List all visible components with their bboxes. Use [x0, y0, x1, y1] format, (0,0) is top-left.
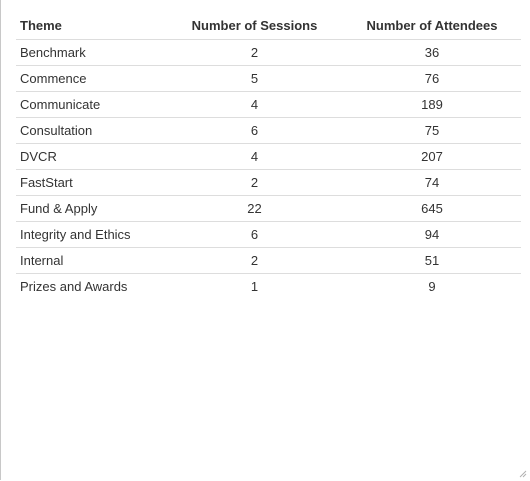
cell-attendees: 36	[343, 39, 521, 66]
cell-sessions: 4	[166, 91, 343, 118]
column-header-attendees[interactable]: Number of Attendees	[343, 12, 521, 40]
cell-attendees: 94	[343, 221, 521, 248]
table-container: Theme Number of Sessions Number of Atten…	[16, 12, 521, 299]
table-row: Internal 2 51	[16, 247, 521, 274]
table-row: Integrity and Ethics 6 94	[16, 221, 521, 248]
cell-sessions: 6	[166, 221, 343, 248]
table-row: Prizes and Awards 1 9	[16, 274, 521, 300]
sessions-table: Theme Number of Sessions Number of Atten…	[16, 12, 521, 299]
cell-sessions: 2	[166, 247, 343, 274]
cell-attendees: 645	[343, 195, 521, 222]
column-header-sessions[interactable]: Number of Sessions	[166, 12, 343, 40]
cell-attendees: 76	[343, 65, 521, 92]
cell-sessions: 5	[166, 65, 343, 92]
cell-attendees: 74	[343, 169, 521, 196]
cell-sessions: 22	[166, 195, 343, 222]
cell-attendees: 9	[428, 279, 436, 294]
cell-sessions: 2	[166, 169, 343, 196]
table-row: DVCR 4 207	[16, 143, 521, 170]
table-row: Consultation 6 75	[16, 117, 521, 144]
cell-theme: Commence	[16, 65, 166, 92]
cell-attendees: 51	[343, 247, 521, 274]
cell-theme: FastStart	[16, 169, 166, 196]
cell-theme: Benchmark	[16, 39, 166, 66]
table-row: Fund & Apply 22 645	[16, 195, 521, 222]
table-row: FastStart 2 74	[16, 169, 521, 196]
table-row: Commence 5 76	[16, 65, 521, 92]
cell-theme: Consultation	[16, 117, 166, 144]
resize-grip-icon[interactable]	[519, 470, 527, 478]
cell-attendees: 207	[343, 143, 521, 170]
table-row: Communicate 4 189	[16, 91, 521, 118]
cell-attendees: 189	[343, 91, 521, 118]
cell-sessions: 1	[250, 279, 259, 294]
cell-theme: DVCR	[16, 143, 166, 170]
cell-theme: Internal	[16, 247, 166, 274]
table-header-row: Theme Number of Sessions Number of Atten…	[16, 12, 521, 40]
column-header-theme[interactable]: Theme	[16, 12, 166, 40]
cell-theme: Prizes and Awards	[20, 279, 128, 294]
cell-attendees: 75	[343, 117, 521, 144]
table-row: Benchmark 2 36	[16, 39, 521, 66]
cell-sessions: 6	[166, 117, 343, 144]
cell-theme: Communicate	[16, 91, 166, 118]
cell-theme: Integrity and Ethics	[16, 221, 166, 248]
cell-sessions: 4	[166, 143, 343, 170]
cell-sessions: 2	[166, 39, 343, 66]
cell-theme: Fund & Apply	[16, 195, 166, 222]
table-body: Benchmark 2 36 Commence 5 76 Communicate…	[16, 39, 521, 300]
